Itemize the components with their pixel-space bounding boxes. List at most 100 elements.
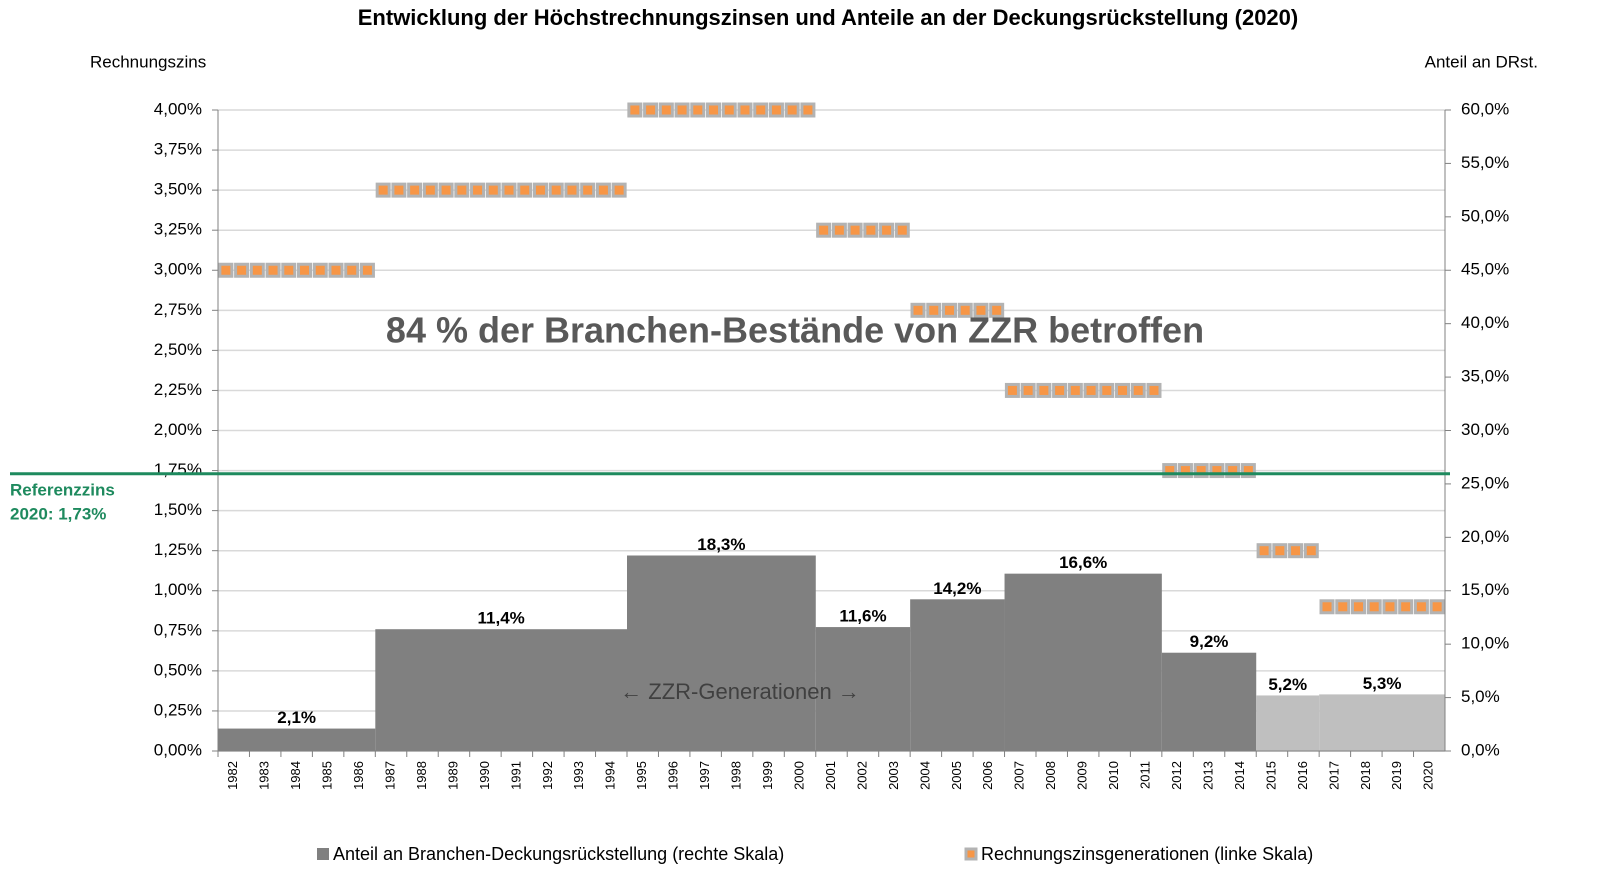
marker-square bbox=[454, 182, 470, 198]
bar bbox=[375, 629, 627, 751]
bar bbox=[1319, 694, 1445, 751]
rate-marker bbox=[1130, 382, 1162, 398]
marker-square bbox=[941, 302, 957, 318]
y-tick-label: 1,00% bbox=[154, 580, 202, 599]
y2-tick-label: 55,0% bbox=[1461, 153, 1509, 172]
rate-marker bbox=[501, 182, 533, 198]
rate-marker bbox=[407, 182, 438, 198]
marker-square bbox=[218, 262, 234, 278]
x-tick-label: 1983 bbox=[257, 761, 272, 790]
x-tick-label: 1985 bbox=[320, 761, 335, 790]
marker-square bbox=[1067, 382, 1083, 398]
y2-tick-label: 5,0% bbox=[1461, 687, 1500, 706]
x-tick-label: 2003 bbox=[886, 761, 901, 790]
marker-square bbox=[281, 262, 297, 278]
y2-tick-label: 35,0% bbox=[1461, 367, 1509, 386]
value-label: 18,3% bbox=[697, 535, 745, 554]
y-tick-label: 2,50% bbox=[154, 340, 202, 359]
marker-square bbox=[1319, 599, 1335, 615]
rate-marker bbox=[816, 222, 847, 238]
marker-square bbox=[674, 102, 690, 118]
rate-marker bbox=[470, 182, 501, 198]
reference-label: Referenzzins bbox=[10, 480, 115, 499]
marker-square bbox=[1398, 599, 1414, 615]
rate-marker bbox=[1004, 382, 1036, 398]
x-tick-label: 2007 bbox=[1012, 761, 1027, 790]
y-tick-label: 0,25% bbox=[154, 700, 202, 719]
marker-square bbox=[879, 222, 895, 238]
y2-tick-label: 25,0% bbox=[1461, 473, 1509, 492]
rate-marker bbox=[1319, 599, 1351, 615]
rate-marker bbox=[847, 222, 879, 238]
marker-square bbox=[1382, 599, 1398, 615]
marker-square bbox=[1146, 382, 1162, 398]
marker-square bbox=[1052, 382, 1068, 398]
y-tick-label: 2,00% bbox=[154, 420, 202, 439]
marker-square bbox=[328, 262, 344, 278]
x-tick-label: 2014 bbox=[1232, 761, 1247, 790]
bar bbox=[1256, 695, 1320, 751]
rate-marker bbox=[1382, 599, 1414, 615]
x-tick-label: 2012 bbox=[1169, 761, 1184, 790]
y-tick-label: 4,00% bbox=[154, 99, 202, 118]
marker-square bbox=[957, 302, 973, 318]
x-tick-label: 2016 bbox=[1295, 761, 1310, 790]
rate-marker bbox=[1256, 543, 1288, 559]
marker-square bbox=[564, 182, 580, 198]
bar bbox=[218, 728, 376, 751]
rate-marker bbox=[784, 102, 816, 118]
rate-marker bbox=[1099, 382, 1131, 398]
y2-tick-label: 40,0% bbox=[1461, 313, 1509, 332]
rate-marker bbox=[249, 262, 281, 278]
bar bbox=[1161, 652, 1257, 751]
annotation: ← ZZR-Generationen → bbox=[620, 679, 860, 704]
y-tick-label: 0,50% bbox=[154, 660, 202, 679]
marker-square bbox=[721, 102, 737, 118]
marker-square bbox=[611, 182, 627, 198]
y-tick-label: 2,25% bbox=[154, 380, 202, 399]
rate-marker bbox=[375, 182, 407, 198]
x-tick-label: 2009 bbox=[1075, 761, 1090, 790]
value-label: 11,4% bbox=[478, 609, 525, 628]
marker-square bbox=[1256, 543, 1272, 559]
marker-square bbox=[249, 262, 265, 278]
rate-marker bbox=[218, 262, 250, 278]
rate-marker bbox=[344, 262, 375, 278]
y2-tick-label: 30,0% bbox=[1461, 420, 1509, 439]
marker-square bbox=[847, 222, 863, 238]
rate-marker bbox=[753, 102, 784, 118]
x-tick-label: 2010 bbox=[1106, 761, 1121, 790]
rate-marker bbox=[941, 302, 973, 318]
x-tick-label: 2015 bbox=[1263, 761, 1278, 790]
value-label: 11,6% bbox=[839, 607, 886, 626]
y-axis-label: Rechnungszins bbox=[90, 52, 206, 71]
rate-marker bbox=[690, 102, 722, 118]
x-tick-label: 2018 bbox=[1358, 761, 1373, 790]
chart-title: Entwicklung der Höchstrechnungszinsen un… bbox=[358, 5, 1298, 30]
marker-square bbox=[375, 182, 391, 198]
value-label: 5,3% bbox=[1363, 674, 1402, 693]
rate-marker bbox=[595, 182, 627, 198]
x-tick-label: 1989 bbox=[445, 761, 460, 790]
rate-marker bbox=[721, 102, 753, 118]
marker-square bbox=[1130, 382, 1146, 398]
marker-square bbox=[690, 102, 706, 118]
marker-square bbox=[1350, 599, 1366, 615]
y-tick-label: 3,00% bbox=[154, 260, 202, 279]
y-tick-label: 3,50% bbox=[154, 180, 202, 199]
marker-square bbox=[234, 262, 250, 278]
legend-label: Rechnungszinsgenerationen (linke Skala) bbox=[981, 844, 1313, 864]
legend-swatch bbox=[317, 848, 329, 860]
x-tick-label: 1988 bbox=[414, 761, 429, 790]
y-tick-label: 3,25% bbox=[154, 220, 202, 239]
marker-square bbox=[894, 222, 910, 238]
marker-square bbox=[1272, 543, 1288, 559]
marker-square bbox=[344, 262, 360, 278]
rate-marker bbox=[312, 262, 344, 278]
rate-marker bbox=[627, 102, 659, 118]
marker-square bbox=[753, 102, 769, 118]
marker-square bbox=[910, 302, 926, 318]
x-tick-label: 1996 bbox=[666, 761, 681, 790]
rate-marker bbox=[658, 102, 690, 118]
